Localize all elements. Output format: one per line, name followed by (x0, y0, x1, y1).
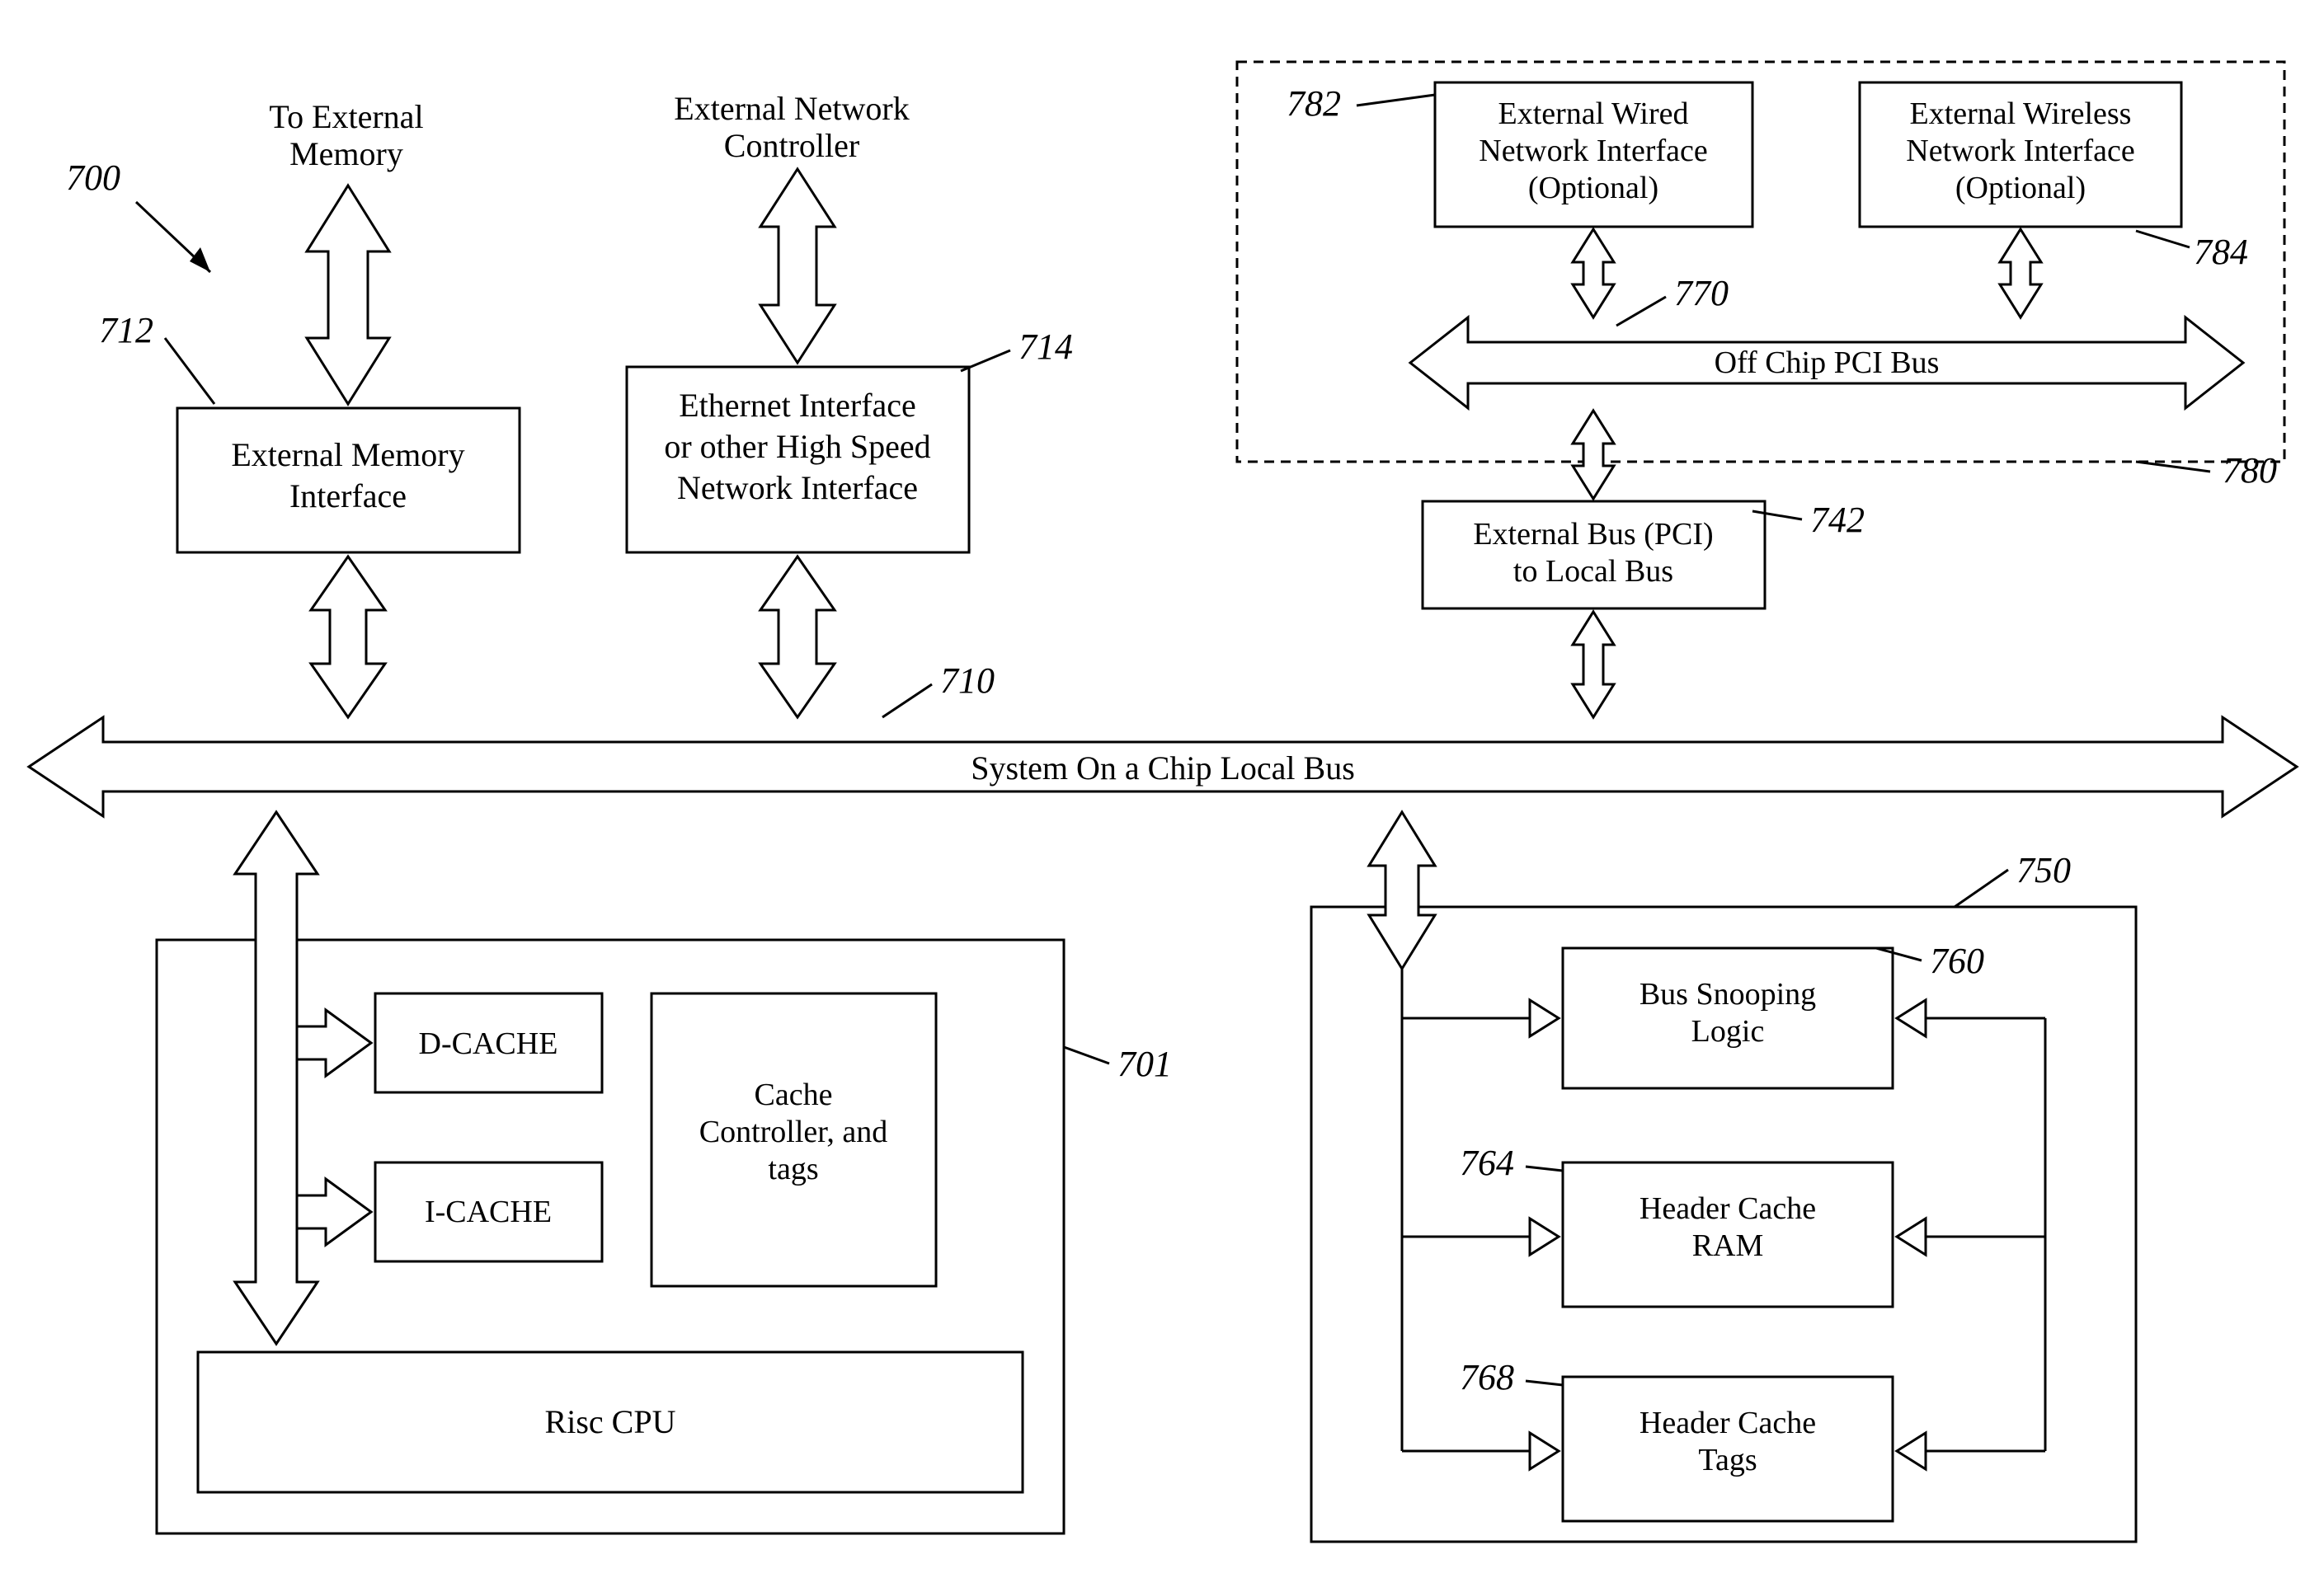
label-wired-3: (Optional) (1528, 171, 1658, 205)
ref-701-leader (1064, 1047, 1109, 1064)
arrow-extbus-to-soc (1573, 612, 1614, 717)
label-wireless-3: (Optional) (1955, 171, 2086, 205)
label-ext-net-2: Controller (724, 127, 859, 164)
label-snoop-1: Bus Snooping (1640, 977, 1816, 1012)
label-dcache: D-CACHE (419, 1026, 558, 1061)
ref-770-leader (1616, 297, 1666, 326)
label-extmemif-1: External Memory (231, 436, 464, 473)
label-cachectl-1: Cache (755, 1078, 833, 1112)
ref-714: 714 (1019, 326, 1073, 367)
label-ext-net-1: External Network (674, 90, 909, 127)
ref-780-leader (2136, 462, 2210, 472)
label-extbus-2: to Local Bus (1513, 554, 1673, 589)
label-extmemif-2: Interface (289, 477, 407, 514)
ref-784-leader (2136, 231, 2190, 247)
ref-712-leader (165, 338, 214, 404)
label-hctags-1: Header Cache (1640, 1406, 1816, 1440)
ref-782: 782 (1287, 83, 1341, 124)
ref-784: 784 (2194, 232, 2248, 272)
label-eth-2: or other High Speed (664, 428, 930, 465)
ref-768: 768 (1460, 1357, 1514, 1397)
ref-750-leader (1955, 870, 2008, 907)
label-extbus-1: External Bus (PCI) (1473, 517, 1713, 552)
ref-710: 710 (940, 660, 995, 701)
ref-712: 712 (99, 310, 153, 350)
ref-742: 742 (1810, 500, 1865, 540)
label-wired-1: External Wired (1498, 96, 1689, 131)
label-eth-3: Network Interface (677, 469, 918, 506)
label-offchip: Off Chip PCI Bus (1715, 345, 1940, 380)
label-cachectl-3: tags (768, 1152, 818, 1186)
label-wireless-1: External Wireless (1910, 96, 2132, 131)
arrow-wireless-to-bus (2000, 229, 2041, 317)
label-ext-mem-1: To External (269, 98, 423, 135)
ref-782-leader (1357, 95, 1435, 106)
ref-710-leader (882, 684, 932, 717)
ref-764: 764 (1460, 1143, 1514, 1183)
ref-760: 760 (1930, 941, 1984, 981)
label-wireless-2: Network Interface (1906, 134, 2134, 168)
ref-714-leader (961, 350, 1010, 371)
ref-700-arrowhead (190, 247, 210, 272)
label-eth-1: Ethernet Interface (679, 387, 916, 424)
ref-750: 750 (2016, 850, 2071, 890)
ref-770: 770 (1674, 273, 1729, 313)
arrow-eth-top (760, 169, 835, 363)
diagram-canvas: 700 To External Memory External Network … (0, 0, 2324, 1592)
label-hctags-2: Tags (1698, 1443, 1757, 1477)
label-wired-2: Network Interface (1479, 134, 1707, 168)
label-soc-bus: System On a Chip Local Bus (971, 749, 1355, 787)
arrow-wired-to-bus (1573, 229, 1614, 317)
arrow-extmem-top (307, 185, 389, 404)
ref-701: 701 (1117, 1044, 1172, 1084)
arrow-eth-to-soc (760, 556, 835, 717)
label-hcram-1: Header Cache (1640, 1191, 1816, 1226)
label-ext-mem-2: Memory (289, 135, 403, 172)
label-snoop-2: Logic (1691, 1014, 1765, 1049)
ref-780: 780 (2223, 450, 2277, 491)
ref-700: 700 (66, 157, 120, 198)
label-icache: I-CACHE (425, 1195, 552, 1229)
label-hcram-2: RAM (1692, 1228, 1764, 1263)
arrow-extmemif-to-soc (311, 556, 385, 717)
label-riscc: Risc CPU (545, 1403, 676, 1440)
arrow-offchip-to-extbus (1573, 411, 1614, 499)
label-cachectl-2: Controller, and (699, 1115, 888, 1149)
